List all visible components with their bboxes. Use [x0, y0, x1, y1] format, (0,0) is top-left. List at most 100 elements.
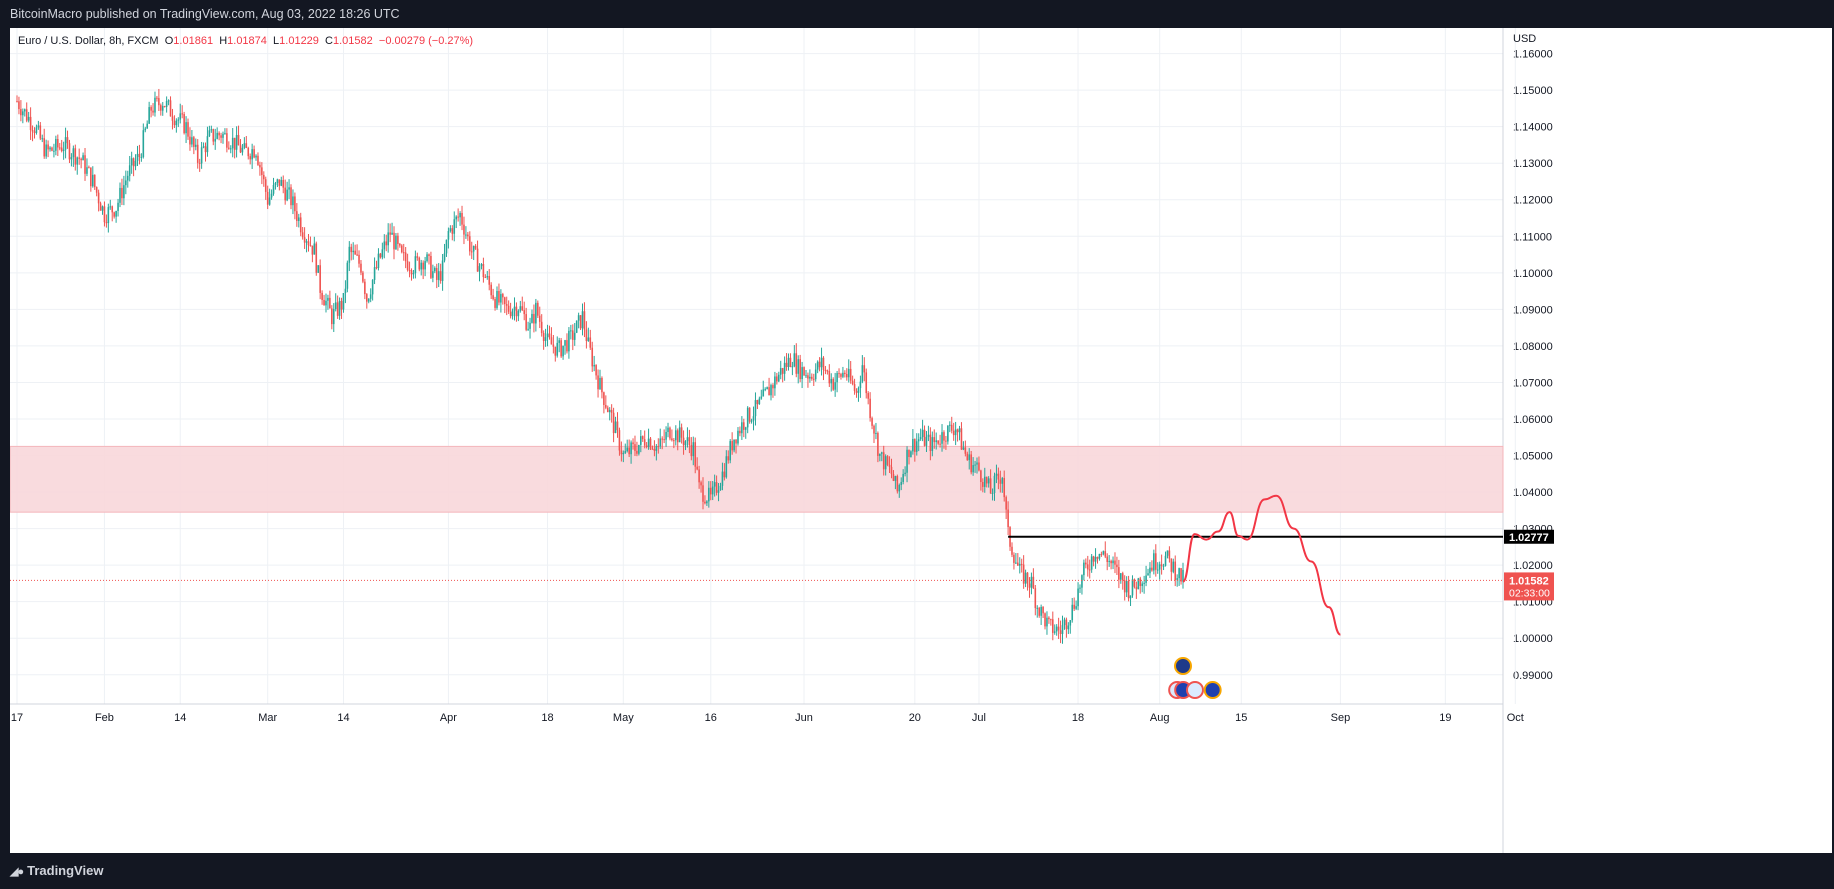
price-chart[interactable]: 1.16000 1.15000 1.14000 1.13000 1.12000 1.110… — [9, 28, 1832, 853]
candle-body — [185, 122, 187, 134]
candle-body — [626, 447, 629, 452]
candle-body — [999, 479, 1002, 484]
candle-body — [82, 155, 84, 161]
candle-body — [43, 138, 46, 157]
candle-body — [692, 442, 695, 457]
candle-body — [210, 129, 213, 131]
candle-body — [309, 245, 312, 247]
candle-body — [997, 473, 1000, 480]
candle-body — [249, 156, 251, 160]
candle-body — [564, 340, 566, 346]
candle-body — [943, 432, 945, 441]
candle-body — [1162, 565, 1165, 567]
candle-body — [523, 310, 526, 315]
tradingview-logo[interactable]: ◢● TradingView — [10, 863, 103, 878]
candle-body — [822, 357, 825, 370]
candle-body — [385, 241, 388, 246]
candle-body — [616, 421, 619, 431]
candle-body — [1075, 606, 1077, 609]
candle-body — [1073, 604, 1075, 609]
candle-body — [987, 478, 990, 484]
candle-body — [334, 302, 337, 310]
candle-body — [226, 133, 228, 148]
candle-body — [1106, 556, 1109, 562]
candle-body — [1017, 562, 1019, 566]
candle-body — [1003, 478, 1006, 498]
candle-body — [610, 409, 613, 413]
candle-body — [49, 147, 51, 150]
candle-body — [647, 438, 650, 447]
candle-body — [492, 295, 494, 300]
candle-body — [676, 430, 679, 443]
legend-close-label: C — [325, 35, 333, 47]
candle-body — [665, 431, 667, 440]
candle-body — [383, 241, 386, 250]
candle-body — [303, 237, 306, 243]
candle-body — [1112, 560, 1114, 564]
last-price-label-box — [1504, 572, 1554, 601]
candle-body — [488, 275, 491, 285]
candle-body — [25, 109, 28, 121]
candle-body — [239, 145, 242, 153]
candle-body — [739, 430, 741, 434]
candle-body — [1127, 581, 1130, 599]
candle-body — [735, 439, 737, 444]
candle-body — [667, 427, 669, 432]
candle-body — [805, 375, 807, 377]
candle-body — [463, 224, 465, 235]
candle-body — [375, 267, 378, 269]
candle-body — [865, 372, 868, 394]
candle-body — [62, 149, 65, 152]
candle-body — [301, 232, 304, 238]
candle-body — [875, 433, 877, 435]
candle-body — [535, 302, 537, 324]
candle-body — [307, 241, 310, 246]
candle-body — [259, 164, 261, 168]
candle-body — [410, 270, 413, 275]
candle-body — [1028, 583, 1031, 588]
candle-body — [989, 478, 992, 494]
candle-body — [748, 407, 751, 422]
candle-body — [332, 309, 335, 325]
candle-body — [877, 433, 879, 456]
y-tick-label: 0.99000 — [1513, 670, 1553, 682]
candle-body — [890, 466, 893, 475]
x-tick-label: 14 — [337, 712, 349, 724]
candle-body — [237, 134, 240, 146]
candle-body — [1147, 573, 1149, 576]
candle-body — [659, 438, 662, 447]
candle-body — [146, 123, 149, 129]
candle-body — [801, 367, 803, 380]
candle-body — [544, 337, 547, 341]
candle-body — [1077, 588, 1079, 607]
candle-body — [700, 482, 702, 486]
candle-body — [785, 362, 788, 367]
candle-body — [828, 371, 831, 384]
candle-body — [863, 365, 866, 373]
candle-body — [1135, 586, 1138, 590]
candle-body — [465, 234, 467, 236]
candle-body — [548, 333, 551, 338]
candle-body — [1108, 560, 1110, 562]
candle-body — [709, 487, 712, 495]
candle-body — [972, 465, 974, 473]
candles-group — [16, 88, 1184, 644]
candle-body — [134, 160, 137, 167]
candle-body — [189, 136, 191, 145]
demand-zone — [9, 445, 1504, 513]
candle-body — [152, 110, 154, 113]
candle-body — [420, 262, 423, 270]
chart-area[interactable]: 1.16000 1.15000 1.14000 1.13000 1.12000 1.110… — [9, 28, 1832, 853]
y-tick-label: 1.04000 — [1513, 487, 1553, 499]
candle-body — [272, 184, 275, 194]
candle-body — [974, 464, 976, 466]
candle-body — [776, 376, 778, 382]
candle-body — [414, 256, 417, 274]
candle-body — [880, 452, 883, 454]
candle-body — [964, 447, 967, 454]
candle-body — [321, 292, 323, 300]
candle-body — [698, 469, 700, 483]
candle-body — [636, 450, 638, 454]
y-tick-label: 1.15000 — [1513, 85, 1553, 97]
candle-body — [657, 446, 660, 448]
